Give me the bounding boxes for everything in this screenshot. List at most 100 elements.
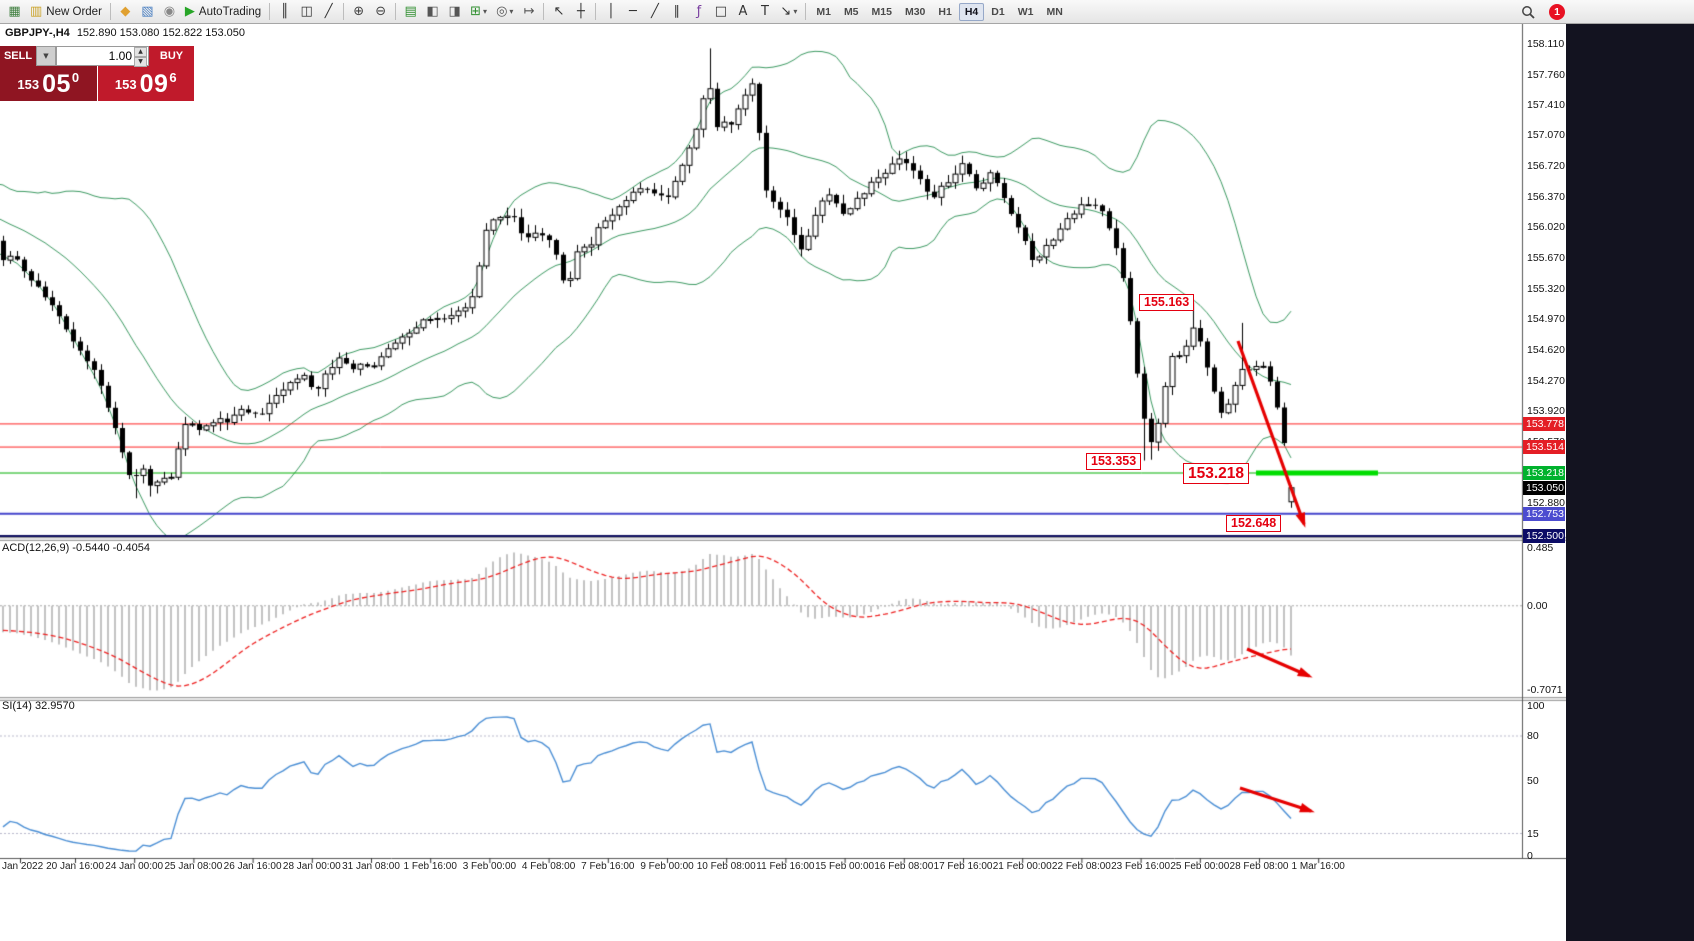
new-chart-button[interactable]: ▦ [4, 2, 25, 22]
new-order-button[interactable]: ▥ New Order [26, 2, 106, 22]
cascade-windows-icon: ◨ [448, 4, 461, 19]
sound-icon: ◉ [163, 4, 176, 19]
crosshair-button[interactable]: ┼ [570, 2, 591, 22]
trade-mode-dropdown[interactable]: ▼ [36, 46, 56, 66]
fibonacci-button[interactable]: ƒ [688, 2, 709, 22]
buy-button[interactable]: BUY [149, 46, 194, 66]
autotrading-button[interactable]: ▶ AutoTrading [181, 2, 265, 22]
cascade-windows-button[interactable]: ◨ [444, 2, 465, 22]
search-button[interactable] [1518, 3, 1538, 21]
trendline-button[interactable]: ╱ [644, 2, 665, 22]
line-chart-button[interactable]: ╱ [318, 2, 339, 22]
shapes-button[interactable]: □ [710, 2, 731, 22]
sell-price-pips: 05 [42, 70, 71, 98]
text-label-button[interactable]: T [754, 2, 775, 22]
channel-button[interactable]: ∥ [666, 2, 687, 22]
sound-button[interactable]: ◉ [159, 2, 180, 22]
timeframe-mn-button[interactable]: MN [1046, 5, 1063, 18]
cursor-icon: ↖ [553, 4, 565, 19]
zoom-in-icon: ⊕ [353, 4, 365, 19]
horizontal-line-button[interactable]: ─ [622, 2, 643, 22]
candlestick-chart-button[interactable]: ◫ [296, 2, 317, 22]
buy-price-point: 6 [169, 70, 177, 85]
dropdown-caret-icon: ▾ [509, 7, 514, 16]
trendline-icon: ╱ [651, 4, 659, 19]
volume-field: ▲ ▼ [56, 46, 149, 67]
vertical-line-icon: │ [607, 4, 615, 19]
chart-shift-button[interactable]: ↦ [518, 2, 539, 22]
dropdown-caret-icon: ▾ [793, 7, 798, 16]
styler-button[interactable]: ▧ [137, 2, 158, 22]
new-window-icon: ⊞ [470, 4, 482, 19]
new-order-button-label: New Order [46, 5, 102, 18]
sell-price[interactable]: 153 05 0 [0, 66, 97, 101]
channel-icon: ∥ [673, 4, 681, 19]
volume-increase-button[interactable]: ▲ [134, 47, 147, 57]
new-order-icon: ▥ [30, 4, 43, 19]
right-dark-panel [1566, 24, 1694, 941]
shapes-icon: □ [714, 4, 728, 19]
metaeditor-icon: ◆ [120, 4, 131, 19]
autotrading-icon: ▶ [184, 4, 195, 19]
line-chart-icon: ╱ [324, 4, 333, 19]
notification-badge[interactable]: 1 [1549, 4, 1565, 20]
arrows-button[interactable]: ↘ ▾ [776, 2, 801, 22]
volume-spinner: ▲ ▼ [134, 47, 147, 67]
bar-chart-button[interactable]: ║ [274, 2, 295, 22]
volume-input[interactable] [57, 47, 148, 65]
dropdown-caret-icon: ▾ [483, 7, 488, 16]
text-icon: A [738, 4, 748, 19]
tile-windows-button[interactable]: ◧ [422, 2, 443, 22]
metaeditor-button[interactable]: ◆ [115, 2, 136, 22]
candlestick-chart-icon: ◫ [300, 4, 313, 19]
tile-windows-icon: ◧ [426, 4, 439, 19]
new-chart-icon: ▦ [8, 4, 21, 19]
autoscroll-button[interactable]: ◎ ▾ [492, 2, 517, 22]
fibonacci-icon: ƒ [696, 4, 702, 19]
autoscroll-icon: ◎ [496, 4, 508, 19]
sell-price-point: 0 [71, 70, 80, 85]
toolbar-separator [805, 3, 807, 20]
styler-icon: ▧ [141, 4, 154, 19]
toolbar-separator [343, 3, 345, 20]
zoom-in-button[interactable]: ⊕ [348, 2, 369, 22]
timeframe-m5-button[interactable]: M5 [843, 5, 859, 18]
indicators-icon: ▤ [404, 4, 417, 19]
autotrading-button-label: AutoTrading [198, 5, 262, 18]
vertical-line-button[interactable]: │ [600, 2, 621, 22]
arrows-icon: ↘ [780, 4, 792, 19]
chevron-down-icon: ▼ [43, 52, 49, 60]
crosshair-icon: ┼ [577, 4, 585, 19]
timeframe-h1-button[interactable]: H1 [938, 5, 952, 18]
text-label-icon: T [760, 4, 769, 19]
timeframe-d1-button[interactable]: D1 [991, 5, 1005, 18]
indicators-button[interactable]: ▤ [400, 2, 421, 22]
chart-canvas[interactable] [0, 24, 1566, 941]
timeframe-m1-button[interactable]: M1 [816, 5, 831, 18]
timeframe-h4-button[interactable]: H4 [958, 2, 985, 21]
new-window-button[interactable]: ⊞ ▾ [466, 2, 491, 22]
toolbar-separator [269, 3, 271, 20]
toolbar-separator [109, 3, 111, 20]
zoom-out-icon: ⊖ [375, 4, 387, 19]
toolbar-separator [543, 3, 545, 20]
chart-shift-icon: ↦ [523, 4, 535, 19]
search-icon [1522, 6, 1535, 19]
buy-price[interactable]: 153 09 6 [97, 66, 194, 101]
buy-price-pips: 09 [139, 70, 169, 98]
bar-chart-icon: ║ [280, 4, 289, 19]
horizontal-line-icon: ─ [629, 4, 637, 19]
toolbar-separator [595, 3, 597, 20]
timeframe-w1-button[interactable]: W1 [1017, 5, 1034, 18]
buy-price-base: 153 [114, 77, 137, 92]
cursor-button[interactable]: ↖ [548, 2, 569, 22]
sell-price-base: 153 [17, 77, 40, 92]
zoom-out-button[interactable]: ⊖ [370, 2, 391, 22]
timeframe-m30-button[interactable]: M30 [904, 5, 926, 18]
sell-button[interactable]: SELL [0, 46, 36, 66]
text-button[interactable]: A [732, 2, 753, 22]
volume-decrease-button[interactable]: ▼ [134, 57, 147, 67]
timeframe-m15-button[interactable]: M15 [871, 5, 892, 18]
